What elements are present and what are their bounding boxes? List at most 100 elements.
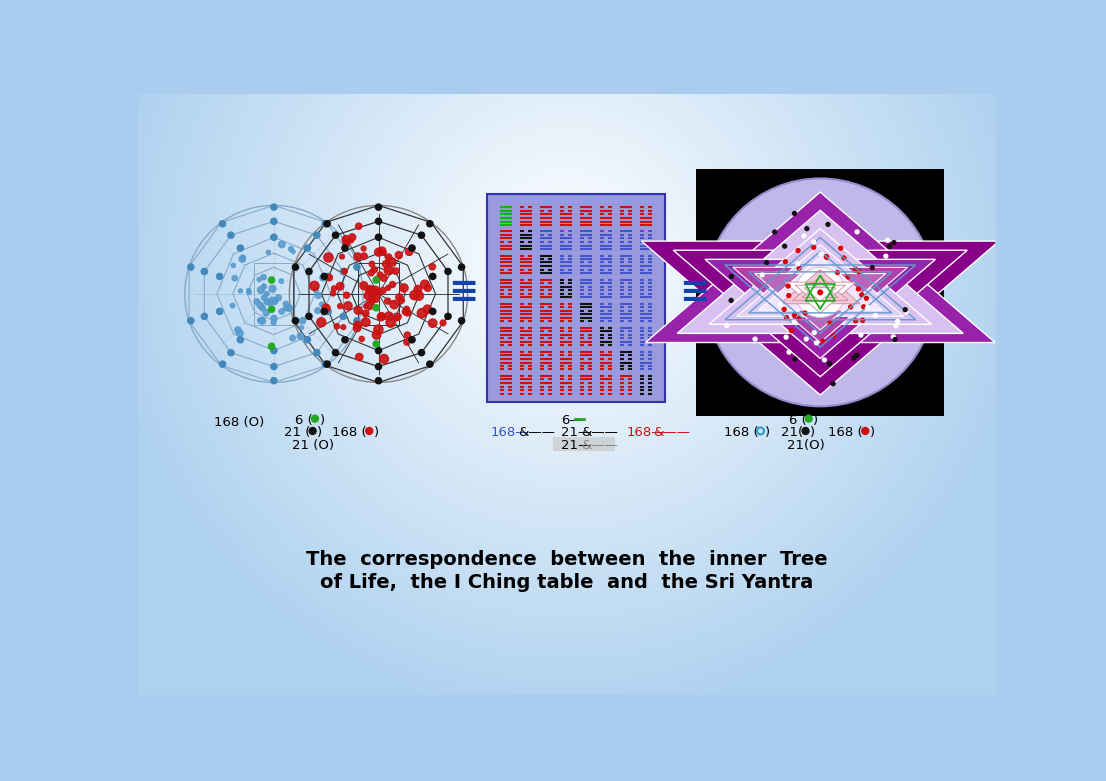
Circle shape	[219, 361, 226, 367]
Circle shape	[228, 350, 234, 355]
Circle shape	[201, 269, 208, 275]
Circle shape	[217, 308, 222, 315]
Polygon shape	[784, 282, 856, 313]
Circle shape	[729, 298, 733, 302]
Polygon shape	[781, 269, 860, 304]
Circle shape	[409, 245, 415, 251]
Circle shape	[300, 326, 304, 330]
Circle shape	[324, 221, 331, 226]
Circle shape	[271, 320, 276, 325]
Circle shape	[322, 304, 330, 312]
Circle shape	[271, 363, 276, 369]
Circle shape	[365, 301, 374, 309]
Circle shape	[268, 300, 274, 305]
Circle shape	[312, 415, 319, 422]
Circle shape	[838, 246, 843, 250]
Text: ): )	[813, 414, 818, 427]
Circle shape	[368, 297, 375, 304]
Circle shape	[379, 355, 388, 363]
Circle shape	[390, 301, 398, 308]
Circle shape	[279, 308, 284, 314]
Circle shape	[364, 292, 372, 299]
Circle shape	[856, 287, 860, 291]
Circle shape	[805, 415, 812, 422]
Circle shape	[304, 337, 311, 343]
Circle shape	[333, 350, 338, 355]
Circle shape	[257, 277, 261, 282]
Circle shape	[325, 273, 331, 280]
Circle shape	[887, 244, 891, 248]
Circle shape	[382, 250, 386, 255]
Circle shape	[394, 268, 399, 274]
Circle shape	[429, 308, 436, 315]
Circle shape	[764, 261, 769, 265]
Circle shape	[365, 287, 372, 293]
Circle shape	[823, 358, 826, 362]
Circle shape	[859, 293, 864, 297]
Circle shape	[271, 348, 276, 354]
Circle shape	[269, 277, 274, 284]
Circle shape	[359, 337, 364, 341]
Circle shape	[364, 304, 368, 308]
Text: 168—: 168—	[626, 426, 665, 440]
Circle shape	[258, 318, 263, 323]
Text: 168 (: 168 (	[723, 426, 759, 440]
Circle shape	[790, 329, 793, 333]
Circle shape	[322, 221, 328, 226]
Circle shape	[361, 253, 367, 259]
Circle shape	[855, 353, 859, 357]
Circle shape	[283, 306, 289, 311]
Circle shape	[905, 310, 908, 314]
Circle shape	[824, 255, 828, 259]
Circle shape	[428, 319, 437, 327]
Circle shape	[342, 269, 347, 274]
Circle shape	[385, 298, 390, 304]
Circle shape	[343, 239, 351, 246]
Circle shape	[304, 245, 311, 251]
Circle shape	[315, 308, 321, 313]
Text: 21—: 21—	[561, 439, 591, 451]
Circle shape	[425, 284, 431, 291]
Circle shape	[870, 266, 874, 269]
Circle shape	[377, 313, 385, 321]
Circle shape	[832, 382, 835, 386]
Circle shape	[796, 248, 800, 252]
Text: of Life,  the I Ching table  and  the Sri Yantra: of Life, the I Ching table and the Sri Y…	[321, 572, 813, 592]
Circle shape	[254, 299, 260, 305]
Circle shape	[753, 337, 757, 341]
Circle shape	[706, 178, 935, 406]
Circle shape	[377, 272, 383, 277]
Circle shape	[404, 339, 410, 345]
Circle shape	[238, 337, 243, 343]
Circle shape	[784, 316, 789, 319]
Circle shape	[424, 305, 431, 313]
Text: 21(: 21(	[781, 426, 803, 440]
Circle shape	[316, 318, 326, 326]
Polygon shape	[804, 287, 836, 301]
Circle shape	[232, 276, 238, 281]
Circle shape	[375, 348, 382, 354]
Circle shape	[324, 361, 331, 367]
Circle shape	[859, 333, 863, 337]
Text: 168 (: 168 (	[332, 426, 367, 440]
Circle shape	[417, 308, 427, 318]
Circle shape	[336, 283, 344, 290]
Circle shape	[326, 274, 333, 281]
Circle shape	[415, 291, 424, 300]
Polygon shape	[705, 259, 936, 358]
Text: 168 (O): 168 (O)	[213, 415, 264, 429]
Circle shape	[354, 264, 361, 270]
Circle shape	[846, 275, 851, 279]
Circle shape	[459, 318, 465, 324]
Circle shape	[393, 316, 399, 321]
Polygon shape	[677, 210, 963, 333]
Circle shape	[262, 285, 267, 289]
Circle shape	[730, 275, 733, 278]
Circle shape	[787, 350, 791, 354]
Circle shape	[782, 308, 786, 312]
Circle shape	[894, 337, 897, 341]
Circle shape	[383, 261, 389, 268]
Circle shape	[354, 324, 361, 332]
Circle shape	[403, 308, 409, 315]
Polygon shape	[792, 276, 848, 301]
